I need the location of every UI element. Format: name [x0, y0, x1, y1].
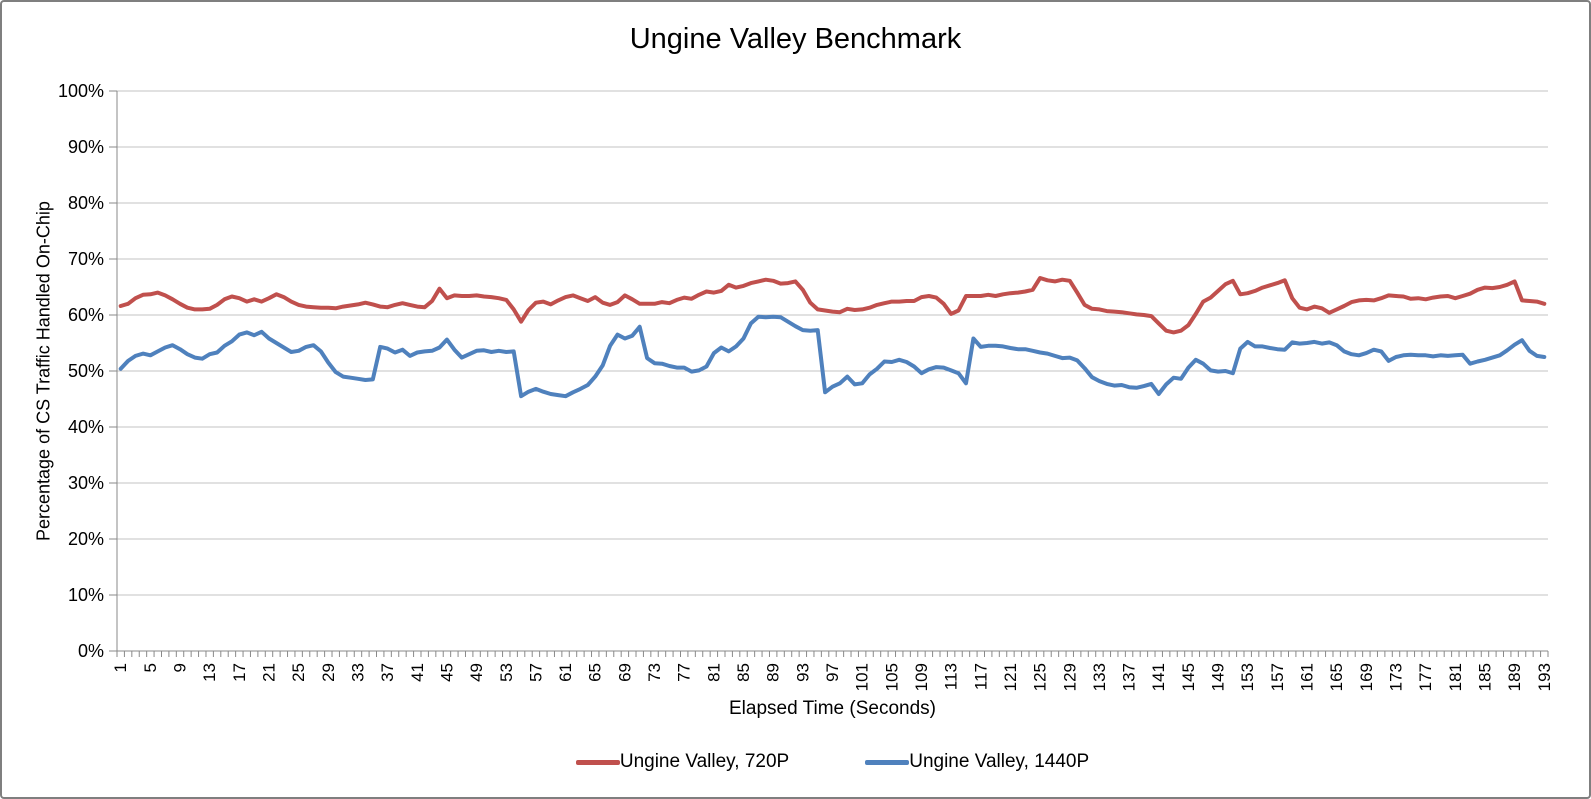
y-axis-tick-labels: 0% 10% 20% 30% 40% 50% 60% 70% 80% 90% 100%	[58, 81, 104, 661]
y-tick-label: 70%	[68, 249, 104, 269]
x-tick-label: 1	[111, 663, 130, 672]
y-tick-label: 10%	[68, 585, 104, 605]
x-tick-label: 105	[882, 663, 901, 691]
x-tick-label: 165	[1327, 663, 1346, 691]
x-tick-label: 85	[734, 663, 753, 682]
x-tick-label: 73	[645, 663, 664, 682]
x-tick-label: 149	[1209, 663, 1228, 691]
y-tick-label: 60%	[68, 305, 104, 325]
legend-entry-720p: Ungine Valley, 720P	[575, 751, 790, 773]
x-tick-label: 41	[408, 663, 427, 682]
x-tick-label: 81	[704, 663, 723, 682]
x-tick-label: 65	[586, 663, 605, 682]
x-tick-label: 93	[793, 663, 812, 682]
x-tick-label: 129	[1060, 663, 1079, 691]
series-line-1440p	[118, 314, 1547, 399]
chart-title: Ungine Valley Benchmark	[629, 23, 962, 55]
y-tick-label: 20%	[68, 529, 104, 549]
x-axis-title: Elapsed Time (Seconds)	[729, 698, 936, 719]
x-tick-label: 153	[1238, 663, 1257, 691]
legend-entry-1440p: Ungine Valley, 1440P	[865, 751, 1089, 773]
x-tick-label: 25	[289, 663, 308, 682]
x-tick-label: 89	[764, 663, 783, 682]
x-tick-label: 141	[1149, 663, 1168, 691]
y-axis-ticks	[109, 90, 117, 652]
legend-line-swatch-1440p	[865, 759, 910, 765]
x-tick-label: 113	[942, 663, 961, 690]
y-tick-label: 90%	[68, 137, 104, 157]
x-tick-label: 33	[348, 663, 367, 682]
x-tick-label: 101	[853, 663, 872, 691]
x-tick-label: 145	[1179, 663, 1198, 691]
x-tick-label: 53	[497, 663, 516, 682]
x-tick-label: 121	[1001, 663, 1020, 691]
legend-line-swatch-720p	[575, 759, 620, 765]
y-tick-label: 40%	[68, 417, 104, 437]
x-tick-label: 61	[556, 663, 575, 682]
x-tick-label: 5	[141, 663, 160, 672]
y-tick-label: 50%	[68, 361, 104, 381]
series-line-720p	[118, 276, 1547, 335]
x-tick-label: 181	[1446, 663, 1465, 691]
x-tick-label: 157	[1268, 663, 1287, 691]
x-tick-label: 57	[526, 663, 545, 682]
x-tick-label: 117	[971, 663, 990, 690]
x-tick-label: 185	[1475, 663, 1494, 691]
x-tick-label: 13	[200, 663, 219, 682]
legend-label-1440p: Ungine Valley, 1440P	[909, 751, 1090, 772]
x-tick-label: 17	[230, 663, 249, 682]
y-tick-label: 80%	[68, 193, 104, 213]
x-tick-label: 189	[1505, 663, 1524, 691]
legend-label-720p: Ungine Valley, 720P	[619, 751, 790, 772]
y-tick-label: 0%	[78, 641, 104, 661]
x-tick-label: 133	[1090, 663, 1109, 691]
x-tick-label: 173	[1387, 663, 1406, 691]
x-tick-label: 21	[259, 663, 278, 682]
x-axis-tick-labels: 1 5 9 13 17 21 25 29 33 37 41 45 49 53 57 61 65 69 73 77 81 8…	[111, 663, 1554, 691]
x-tick-label: 9	[171, 663, 190, 672]
x-tick-label: 45	[437, 663, 456, 682]
x-tick-label: 97	[823, 663, 842, 682]
y-tick-label: 30%	[68, 473, 104, 493]
x-tick-label: 109	[912, 663, 931, 691]
x-tick-label: 177	[1416, 663, 1435, 691]
x-tick-label: 29	[319, 663, 338, 682]
gridlines	[117, 90, 1548, 596]
x-tick-label: 193	[1535, 663, 1554, 691]
x-axis-ticks	[116, 651, 1549, 657]
legend: Ungine Valley, 720P Ungine Valley, 1440P	[117, 746, 1548, 778]
x-tick-label: 69	[615, 663, 634, 682]
x-tick-label: 125	[1031, 663, 1050, 691]
x-tick-label: 49	[467, 663, 486, 682]
x-tick-label: 77	[675, 663, 694, 682]
x-tick-label: 169	[1357, 663, 1376, 691]
y-tick-label: 100%	[58, 81, 104, 101]
x-tick-label: 37	[378, 663, 397, 682]
x-tick-label: 161	[1298, 663, 1317, 691]
x-tick-label: 137	[1120, 663, 1139, 691]
